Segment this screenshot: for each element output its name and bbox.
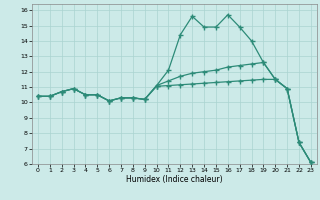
X-axis label: Humidex (Indice chaleur): Humidex (Indice chaleur) [126,175,223,184]
